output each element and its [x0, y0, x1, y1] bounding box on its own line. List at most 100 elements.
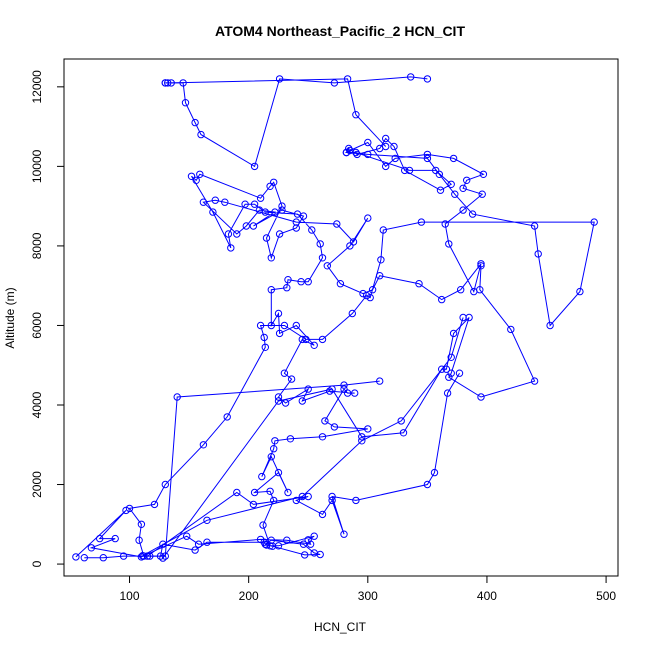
data-point	[197, 130, 205, 139]
data-point	[468, 210, 477, 218]
data-point	[203, 538, 211, 546]
series-line	[165, 78, 387, 147]
data-point	[340, 530, 348, 538]
data-point	[262, 234, 271, 242]
data-point	[298, 397, 306, 405]
data-point	[318, 335, 327, 344]
data-point	[297, 278, 305, 286]
data-point	[159, 554, 167, 562]
data-point	[267, 453, 275, 461]
data-point	[359, 289, 367, 298]
data-point	[304, 536, 312, 544]
data-point	[364, 214, 372, 222]
data-point	[161, 480, 170, 489]
data-point	[258, 472, 266, 481]
y-tick-label: 0	[30, 560, 44, 567]
data-point	[328, 385, 336, 393]
y-tick-label: 10000	[30, 149, 44, 183]
data-point	[530, 377, 539, 385]
data-point	[306, 540, 315, 548]
data-point	[449, 154, 458, 163]
data-point	[477, 262, 485, 270]
data-point	[316, 550, 324, 559]
data-point	[330, 79, 339, 87]
data-point	[122, 506, 130, 515]
data-point	[209, 208, 217, 216]
data-point	[194, 540, 203, 548]
data-point	[280, 369, 289, 377]
data-point	[436, 186, 445, 194]
x-tick-label: 200	[239, 589, 259, 603]
data-point	[376, 272, 384, 280]
data-point	[80, 554, 89, 562]
data-point	[260, 333, 268, 342]
data-point	[318, 510, 327, 519]
data-point	[249, 500, 258, 509]
y-tick-label: 6000	[30, 312, 44, 339]
series-line	[162, 265, 536, 559]
data-point	[167, 79, 175, 87]
data-point	[316, 240, 324, 248]
data-point	[459, 184, 467, 193]
x-tick-label: 500	[596, 589, 616, 603]
series-line	[147, 372, 460, 557]
y-tick-label: 12000	[30, 70, 44, 104]
data-point	[507, 325, 515, 334]
data-point	[187, 172, 196, 181]
data-point	[342, 148, 351, 157]
data-point	[353, 150, 361, 159]
data-point	[227, 244, 235, 252]
data-point	[302, 335, 310, 344]
data-point	[161, 552, 170, 560]
data-point	[435, 170, 443, 179]
data-point	[362, 291, 371, 300]
data-point	[459, 313, 467, 322]
data-point	[376, 377, 384, 385]
data-point	[364, 150, 372, 159]
data-point	[164, 79, 172, 87]
data-point	[336, 280, 345, 288]
data-point	[196, 170, 204, 179]
data-point	[299, 540, 308, 548]
data-point	[430, 468, 439, 477]
data-point	[459, 206, 467, 214]
data-point	[330, 423, 339, 431]
data-point	[530, 222, 539, 230]
data-point	[299, 212, 308, 220]
data-point	[377, 256, 385, 264]
data-point	[364, 425, 372, 433]
data-point	[477, 393, 485, 401]
data-point	[256, 321, 265, 330]
data-point	[443, 389, 452, 397]
data-point	[233, 488, 241, 497]
data-point	[304, 278, 312, 286]
data-point	[576, 287, 584, 296]
data-point	[96, 534, 104, 543]
data-point	[352, 148, 360, 157]
data-point	[478, 190, 486, 198]
data-point	[415, 280, 423, 288]
data-point	[72, 553, 80, 561]
data-point	[203, 516, 211, 524]
series-line	[165, 76, 428, 168]
data-point	[138, 552, 147, 560]
y-tick-label: 2000	[30, 471, 44, 498]
data-point	[283, 536, 291, 544]
data-point	[284, 276, 292, 284]
data-point	[407, 73, 415, 81]
data-point	[301, 551, 309, 559]
data-point	[275, 230, 284, 238]
series-3	[161, 75, 390, 151]
data-point	[423, 150, 432, 159]
data-point	[233, 230, 241, 238]
data-point	[261, 540, 269, 548]
data-point	[119, 552, 128, 560]
data-point	[241, 200, 249, 208]
data-point	[181, 99, 190, 107]
data-point	[382, 142, 390, 151]
data-point	[135, 536, 143, 544]
data-point	[259, 521, 267, 529]
data-point	[250, 162, 259, 171]
data-point	[358, 437, 366, 445]
